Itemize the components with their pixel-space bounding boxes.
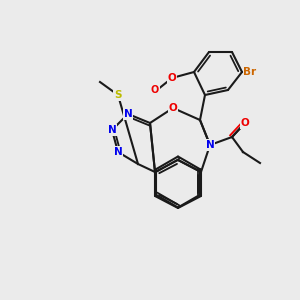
Text: N: N — [108, 125, 116, 135]
Text: O: O — [151, 85, 159, 95]
Text: Br: Br — [243, 67, 256, 77]
Text: N: N — [124, 109, 132, 119]
Text: O: O — [168, 73, 176, 83]
Text: N: N — [206, 140, 214, 150]
Text: N: N — [114, 147, 122, 157]
Text: S: S — [114, 90, 122, 100]
Text: O: O — [241, 118, 249, 128]
Text: O: O — [169, 103, 177, 113]
